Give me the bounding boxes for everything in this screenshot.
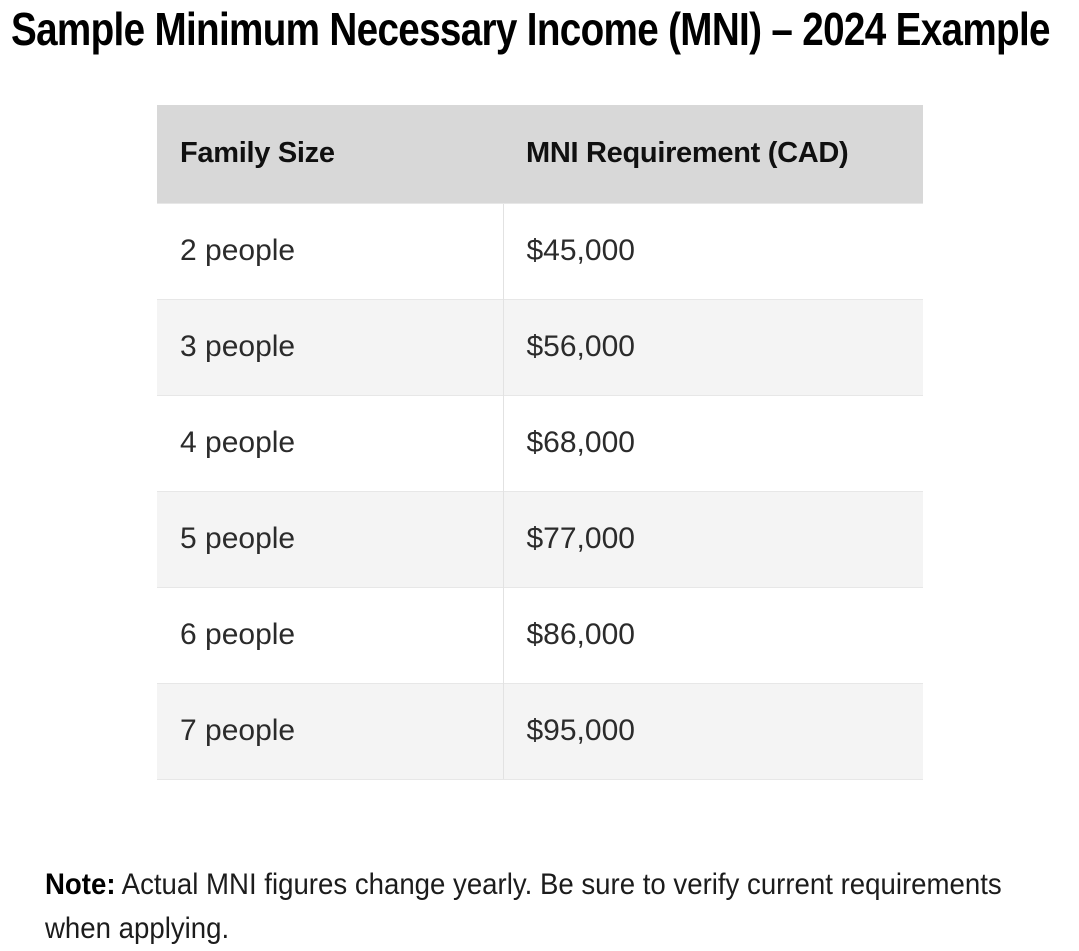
column-header-mni-requirement: MNI Requirement (CAD): [503, 105, 923, 203]
family-size-cell: 3 people: [157, 298, 503, 395]
note-label: Note:: [45, 868, 116, 901]
page-title: Sample Minimum Necessary Income (MNI) – …: [11, 3, 1051, 55]
mni-cell: $56,000: [502, 298, 923, 395]
mni-cell: $86,000: [502, 586, 923, 683]
mni-cell: $77,000: [502, 490, 923, 587]
header-row: Family Size MNI Requirement (CAD): [157, 105, 923, 203]
mni-cell: $68,000: [502, 394, 923, 491]
family-size-cell: 6 people: [157, 586, 503, 683]
table-row: 2 people $45,000: [157, 202, 923, 299]
table-row: 7 people $95,000: [157, 682, 923, 780]
mni-cell: $95,000: [502, 682, 923, 780]
family-size-cell: 7 people: [157, 682, 503, 780]
table-row: 5 people $77,000: [157, 490, 923, 587]
table-row: 6 people $86,000: [157, 586, 923, 683]
family-size-cell: 5 people: [157, 490, 503, 587]
table-header: Family Size MNI Requirement (CAD): [157, 105, 923, 203]
column-header-family-size: Family Size: [157, 105, 503, 203]
table-row: 4 people $68,000: [157, 394, 923, 491]
family-size-cell: 4 people: [157, 394, 503, 491]
mni-table: Family Size MNI Requirement (CAD) 2 peop…: [157, 105, 923, 780]
note-text: Actual MNI figures change yearly. Be sur…: [45, 868, 1002, 945]
table-body: 2 people $45,000 3 people $56,000 4 peop…: [157, 202, 923, 780]
note-paragraph: Note: Actual MNI figures change yearly. …: [45, 863, 1057, 951]
table-row: 3 people $56,000: [157, 298, 923, 395]
family-size-cell: 2 people: [157, 202, 503, 299]
mni-cell: $45,000: [502, 202, 923, 299]
